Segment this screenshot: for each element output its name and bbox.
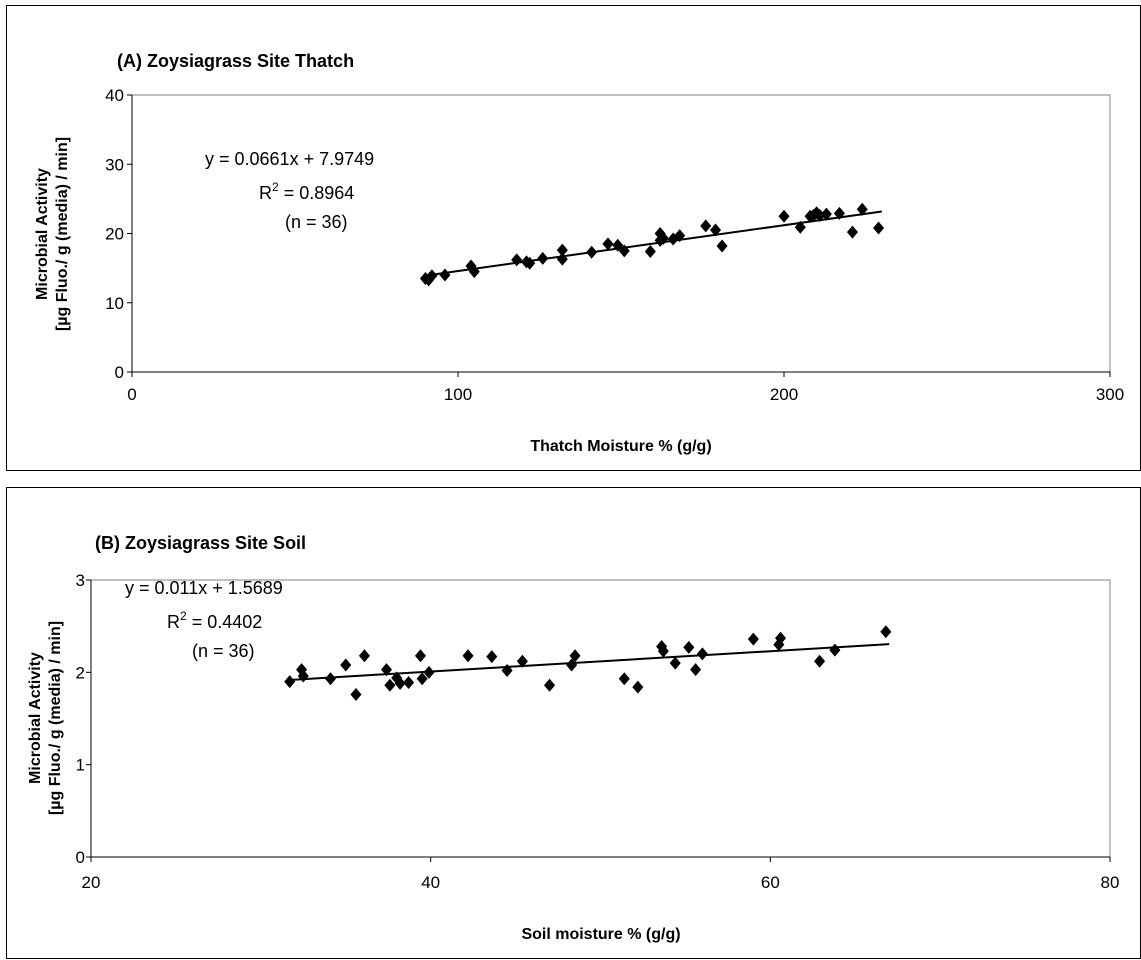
data-point-a [426, 269, 438, 283]
data-point-a [710, 223, 722, 237]
data-point-b [880, 625, 892, 639]
data-point-b [297, 669, 309, 683]
trendline-a [425, 210, 882, 277]
data-point-a [778, 209, 790, 223]
chart-title-a: (A) Zoysiagrass Site Thatch [117, 51, 354, 71]
data-point-b [324, 672, 336, 686]
data-point-b [544, 678, 556, 692]
x-tick-label-a: 200 [770, 385, 798, 404]
data-point-a [846, 225, 858, 239]
data-point-a [794, 220, 806, 234]
data-point-b [569, 649, 581, 663]
data-point-b [350, 687, 362, 701]
data-point-b [774, 631, 787, 645]
data-point-b [669, 656, 681, 670]
data-point-a [873, 221, 885, 235]
y-tick-label-a: 20 [105, 225, 124, 244]
data-point-a [833, 206, 845, 220]
data-point-b [384, 678, 396, 692]
x-tick-label-b: 40 [421, 873, 440, 892]
chart-b-svg: 0 1 2 3 20 40 60 80 (B) Zoysiagrass Site Soil Soi… [27, 533, 1120, 943]
data-point-a [439, 268, 451, 282]
y-axis-label-line-1-a: Microbial Activity [34, 168, 51, 300]
data-point-a [856, 202, 868, 216]
data-point-a [602, 237, 614, 251]
data-point-a [657, 231, 669, 245]
x-tick-label-a: 100 [444, 385, 472, 404]
data-point-b [380, 663, 393, 677]
x-axis-label-a: Thatch Moisture % (g/g) [530, 438, 711, 455]
data-point-a [612, 238, 624, 252]
data-point-b [423, 665, 435, 679]
data-point-a [537, 251, 549, 265]
data-point-a [468, 265, 480, 279]
data-point-b [358, 649, 370, 663]
data-point-b [696, 647, 708, 661]
data-point-b [814, 654, 826, 668]
y-tick-label-b: 3 [76, 571, 85, 590]
equation-label-b: y = 0.011x + 1.5689 [125, 578, 283, 598]
data-point-b [296, 663, 308, 677]
data-point-a [820, 207, 832, 221]
data-point-b [414, 649, 427, 663]
plot-area-a [131, 94, 1111, 373]
data-point-b [340, 658, 352, 672]
x-tick-label-b: 80 [1101, 873, 1120, 892]
y-tick-label-b: 1 [76, 756, 85, 775]
data-point-b [394, 676, 406, 690]
x-tick-label-a: 0 [127, 385, 136, 404]
y-tick-label-a: 0 [115, 363, 124, 382]
data-point-b [462, 649, 474, 663]
data-point-b [632, 680, 644, 694]
trendline-b [289, 643, 890, 681]
data-point-b [284, 675, 296, 689]
data-point-b [690, 663, 702, 677]
chart-title-b: (B) Zoysiagrass Site Soil [95, 533, 306, 553]
sample-size-label-b: (n = 36) [192, 641, 255, 661]
data-point-a [807, 208, 819, 222]
data-point-b [566, 658, 578, 672]
data-point-a [586, 245, 598, 259]
chart-panel-b: 0 1 2 3 20 40 60 80 (B) Zoysiagrass Site Soil Soi… [6, 487, 1141, 959]
data-point-a [556, 252, 568, 266]
data-point-b [657, 644, 669, 658]
chart-panel-a: 0 10 20 30 40 0 100 200 300 (A) Zoysiagrass Site … [6, 5, 1141, 471]
data-point-b [416, 672, 428, 686]
data-point-b [516, 654, 528, 668]
data-point-b [829, 643, 841, 657]
data-point-b [618, 672, 630, 686]
data-point-b [747, 632, 759, 646]
y-tick-label-a: 40 [105, 86, 124, 105]
data-point-a [716, 239, 728, 253]
y-tick-label-a: 10 [105, 294, 124, 313]
y-tick-label-b: 0 [76, 848, 85, 867]
plot-area-b [90, 579, 1111, 858]
data-point-b [403, 675, 415, 689]
data-point-a [556, 243, 568, 257]
x-tick-label-b: 20 [82, 873, 101, 892]
y-tick-label-a: 30 [105, 155, 124, 174]
x-axis-label-b: Soil moisture % (g/g) [521, 926, 680, 943]
y-axis-label-line-1-b: Microbial Activity [27, 652, 44, 784]
y-axis-label-line-2-a: [µg Fluo./ g (media) / min] [54, 137, 71, 331]
r-squared-label-a: R2 = 0.8964 [259, 180, 354, 203]
x-tick-label-b: 60 [761, 873, 780, 892]
data-point-a [524, 256, 536, 270]
chart-a-svg: 0 10 20 30 40 0 100 200 300 (A) Zoysiagrass Site … [34, 51, 1124, 455]
r-squared-label-b: R2 = 0.4402 [167, 609, 262, 632]
data-point-a [644, 245, 656, 259]
y-tick-label-b: 2 [76, 663, 85, 682]
x-tick-label-a: 300 [1096, 385, 1124, 404]
data-point-a [618, 244, 630, 258]
data-point-b [683, 640, 695, 654]
data-point-b [501, 663, 513, 677]
y-axis-label-line-2-b: [µg Fluo./ g (media) / min] [47, 621, 64, 815]
data-point-b [486, 650, 498, 664]
sample-size-label-a: (n = 36) [285, 212, 348, 232]
data-point-a [700, 219, 712, 233]
equation-label-a: y = 0.0661x + 7.9749 [205, 149, 374, 169]
data-point-a [674, 229, 686, 243]
